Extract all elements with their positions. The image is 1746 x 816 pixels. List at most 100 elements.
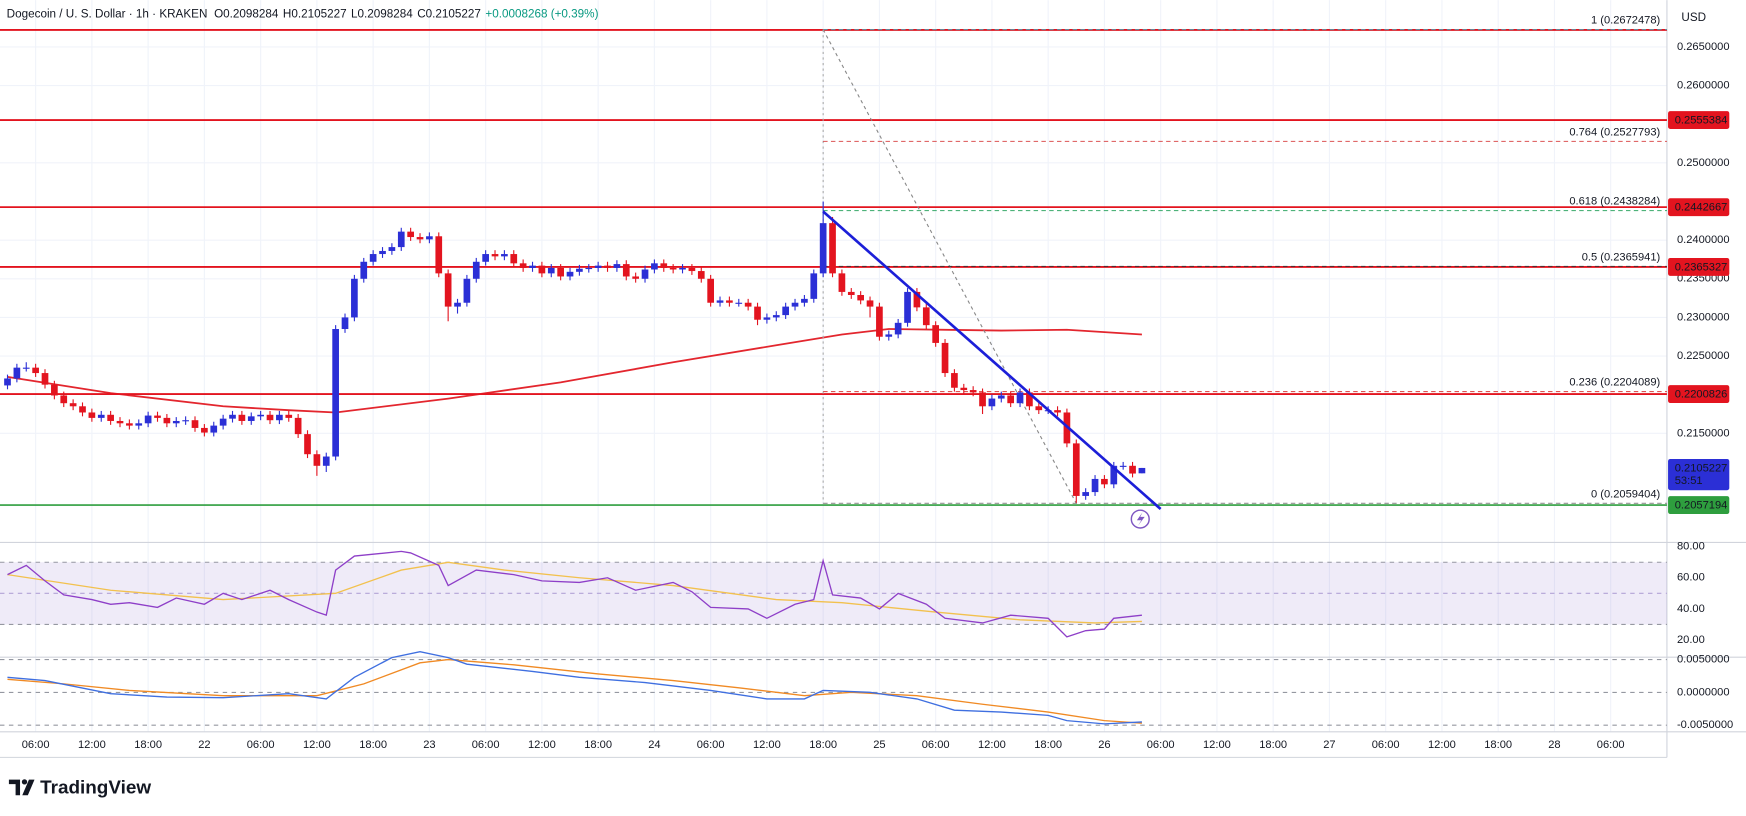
level-tag-box <box>1668 198 1730 217</box>
fib-label: 0.5 (0.2365941) <box>1582 251 1661 263</box>
candle-body <box>847 291 855 296</box>
candle-body <box>435 236 443 274</box>
candle-body <box>829 223 836 274</box>
y-tick-label: 0.2250000 <box>1677 350 1730 362</box>
candle-body <box>1016 392 1024 404</box>
candle-body <box>69 403 77 407</box>
low: L0.2098284 <box>351 8 413 21</box>
candle-body <box>716 300 724 303</box>
candle-body <box>238 414 246 421</box>
candle-body <box>791 302 799 307</box>
candle-body <box>107 414 114 421</box>
candle-body <box>632 276 639 279</box>
candle-body <box>838 273 846 292</box>
candle-body <box>126 423 133 426</box>
candle-body <box>810 273 818 299</box>
candle-body <box>979 392 986 407</box>
header: Dogecoin / U. S. Dollar · 1h · KRAKEN O0.… <box>7 8 599 21</box>
candle-body <box>547 267 555 274</box>
macd-signal <box>7 658 1142 724</box>
candle-body <box>276 414 283 421</box>
candle-body <box>660 263 668 268</box>
candle-body <box>904 291 911 323</box>
candle-body <box>960 387 968 391</box>
candle-body <box>941 342 949 374</box>
x-tick-label: 26 <box>1098 739 1110 751</box>
x-tick-label: 06:00 <box>922 739 950 751</box>
candle-body <box>247 416 255 421</box>
x-tick-label: 06:00 <box>22 739 50 751</box>
candle-body <box>472 261 480 279</box>
candle-body <box>772 315 780 318</box>
symbol: Dogecoin / U. S. Dollar · 1h · KRAKEN <box>7 8 208 21</box>
candle-body <box>885 334 893 337</box>
x-tick-label: 27 <box>1323 739 1335 751</box>
rsi-ma <box>7 561 1142 624</box>
y-tick-label: 0.2400000 <box>1677 234 1730 246</box>
change: +0.0008268 (+0.39%) <box>485 8 598 21</box>
fib-label: 0.764 (0.2527793) <box>1569 126 1660 138</box>
candle-body <box>510 254 518 264</box>
x-tick-label: 06:00 <box>1597 739 1625 751</box>
candle-body <box>988 398 996 407</box>
logo-dot <box>21 779 28 785</box>
close: C0.2105227 <box>417 8 481 21</box>
y-tick-label: 0.2150000 <box>1677 427 1730 439</box>
candle-body <box>135 423 143 426</box>
x-tick-label: 06:00 <box>697 739 725 751</box>
candle-body <box>304 434 311 455</box>
fib-label: 1 (0.2672478) <box>1591 15 1661 27</box>
y-tick-label: 60.00 <box>1677 572 1705 584</box>
x-tick-label: 18:00 <box>359 739 387 751</box>
level-tag-label: 0.2200826 <box>1675 389 1728 401</box>
y-tick-label: 20.00 <box>1677 634 1705 646</box>
candle-body <box>876 306 883 337</box>
candle-body <box>144 415 152 424</box>
candle-body <box>360 261 368 279</box>
x-tick-label: 23 <box>423 739 435 751</box>
candle-body <box>116 420 124 424</box>
candle-body <box>4 378 11 386</box>
candle-body <box>341 317 349 330</box>
candle-body <box>866 300 874 307</box>
x-tick-label: 06:00 <box>1147 739 1175 751</box>
candle-body <box>463 278 471 303</box>
candle-body <box>191 420 199 428</box>
candle-body <box>997 395 1005 399</box>
candle-body <box>1026 392 1033 407</box>
x-tick-label: 28 <box>1548 739 1560 751</box>
candle-body <box>594 265 602 268</box>
candle-body <box>322 456 330 466</box>
candle-body <box>60 395 68 404</box>
candle-body <box>266 414 274 421</box>
x-tick-label: 12:00 <box>78 739 106 751</box>
candle-body <box>1091 478 1099 493</box>
candle-body <box>257 414 264 417</box>
x-tick-label: 24 <box>648 739 660 751</box>
logo-v <box>22 779 35 796</box>
candle-body <box>641 269 649 279</box>
candle-body <box>951 373 958 388</box>
level-tag-box <box>1668 111 1730 129</box>
icon-bolt <box>1136 512 1145 526</box>
x-tick-label: 06:00 <box>472 739 500 751</box>
candle-body <box>1119 465 1127 467</box>
rsi-line <box>7 550 1142 638</box>
candle-body <box>763 317 771 320</box>
candle-body <box>519 263 527 268</box>
countdown: 53:51 <box>1675 475 1703 487</box>
candle-body <box>369 254 377 262</box>
y-tick-label: 0.0000000 <box>1677 686 1730 698</box>
last-price-label: 0.2105227 <box>1675 462 1728 474</box>
candle-body <box>651 263 658 270</box>
candle-body <box>407 231 414 238</box>
candle-body <box>416 237 424 240</box>
candle-body <box>679 267 686 270</box>
candle-body <box>426 236 433 240</box>
plot-layer: 06:00 12:00 18:00 22 06:00 12:00 18:00 23 06:00 1… <box>0 0 1746 758</box>
candle-body <box>1007 395 1015 404</box>
candle-body <box>397 231 405 248</box>
x-tick-label: 18:00 <box>809 739 837 751</box>
